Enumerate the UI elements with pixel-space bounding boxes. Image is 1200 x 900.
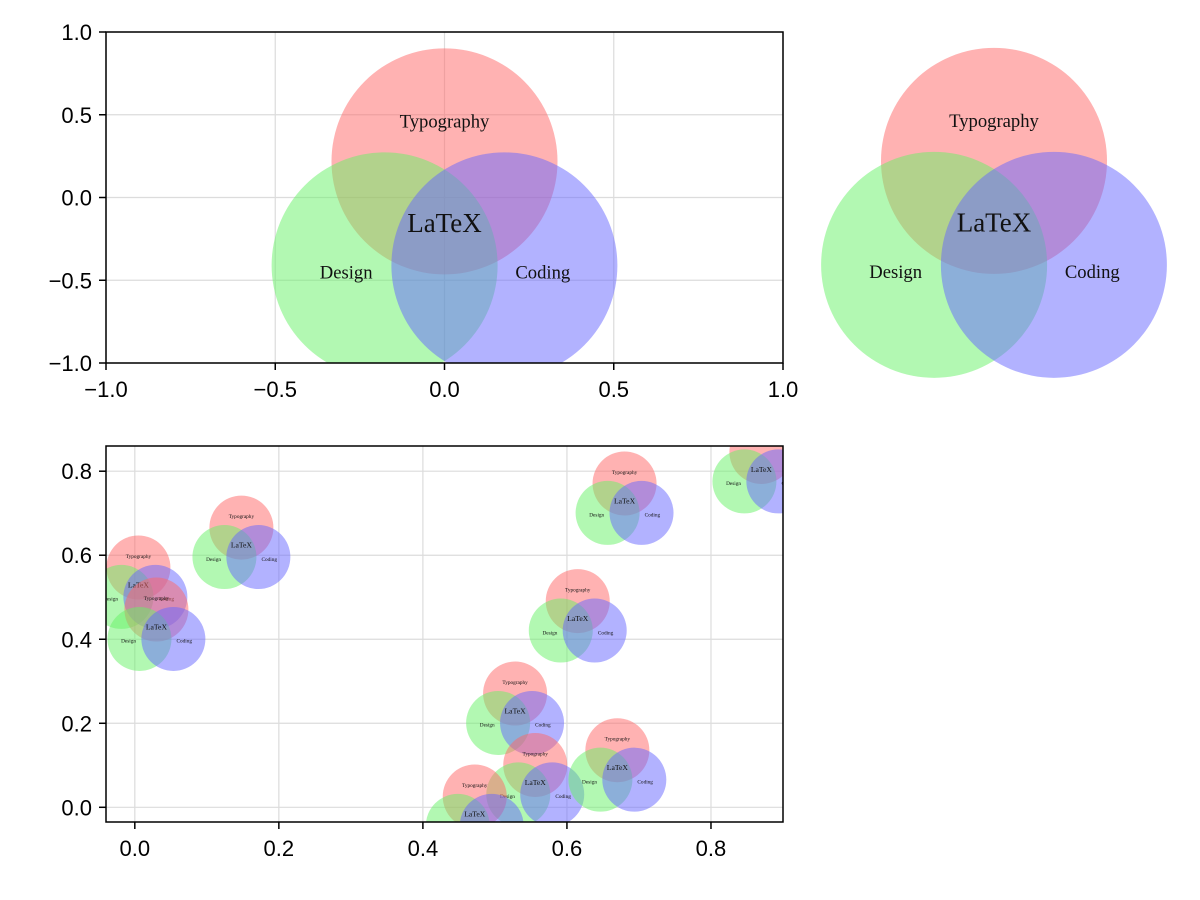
venn-label-top: Typography [126,554,152,560]
venn-label-right: Coding [176,639,192,645]
venn-marker: Typography Design Coding LaTeX [528,569,627,663]
venn-right-circle [520,762,585,822]
venn-right-circle [746,449,783,514]
venn-label-left: Design [103,597,118,603]
x-tick-label: −1.0 [84,377,127,402]
venn-label-left: Design [869,262,922,283]
venn-label-center: LaTeX [464,809,486,818]
venn-label-left: Design [500,794,515,800]
x-tick-label: 0.5 [598,377,629,402]
venn-marker: Typography Design Coding LaTeX [575,451,674,545]
venn-marker: Typography Design Coding LaTeX [426,764,524,832]
venn-marker: Typography Design Coding LaTeX [712,438,797,514]
bottom-frame [105,445,784,823]
venn-label-center: LaTeX [567,614,589,623]
venn-label-top: Typography [400,111,490,132]
top-right-plot-area: Typography Design Coding LaTeX [821,47,1167,378]
venn-label-center: LaTeX [407,208,482,238]
y-tick-label: 1.0 [61,20,92,45]
top-left-axis-ticks: −1.0 −0.5 0.0 0.5 1.0 −1.0 −0.5 0.0 0.5 1.0 [49,20,799,402]
y-tick-label: 0.5 [61,103,92,128]
venn-label-left: Design [582,779,597,785]
venn-label-right: Coding [555,794,571,800]
venn-label-top: Typography [502,680,528,686]
venn-label-left: Design [542,630,557,636]
top-right-chart: Typography Design Coding LaTeX [821,47,1167,378]
venn-label-right: Coding [645,513,661,519]
venn-label-left: Design [121,639,136,645]
y-tick-label: 0.0 [61,795,92,820]
venn-label-top: Typography [229,514,255,520]
venn-label-center: LaTeX [607,763,629,772]
venn-label-center: LaTeX [146,622,168,631]
bottom-grid [106,446,783,822]
y-tick-label: 0.0 [61,186,92,211]
venn-label-right: Coding [495,826,511,832]
venn-label-top: Typography [612,470,638,476]
venn-label-center: LaTeX [614,496,636,505]
x-tick-label: 0.2 [264,836,295,861]
bottom-axis-ticks: 0.0 0.2 0.4 0.6 0.8 0.0 0.2 0.4 0.6 0.8 [61,459,726,861]
y-tick-label: −1.0 [49,351,92,376]
venn-right-circle [562,598,627,663]
venn-right-circle [226,525,291,590]
bottom-plot-area: Typography Design Coding LaTeX Typography Des… [103,438,797,832]
y-tick-label: 0.4 [61,627,92,652]
venn-marker: Typography Design Coding LaTeX [271,48,618,363]
venn-right-circle [141,606,206,671]
x-tick-label: −0.5 [254,377,297,402]
venn-label-right: Coding [261,557,277,563]
venn-label-left: Design [206,557,221,563]
venn-label-top: Typography [565,587,591,593]
venn-marker: Typography Design Coding LaTeX [192,495,291,590]
y-tick-label: 0.8 [61,459,92,484]
venn-label-top: Typography [144,596,170,602]
venn-label-right: Coding [535,723,551,729]
x-tick-label: 0.8 [696,836,727,861]
x-tick-label: 0.0 [120,836,151,861]
venn-right-circle [391,152,618,363]
venn-label-left: Design [439,826,454,832]
x-tick-label: 0.6 [552,836,583,861]
venn-label-center: LaTeX [505,707,527,716]
top-left-chart: Typography Design Coding LaTeX −1.0 −0.5 0.0 0… [49,20,799,402]
venn-label-center: LaTeX [525,778,547,787]
venn-label-right: Coding [515,263,570,284]
venn-label-left: Design [589,513,604,519]
top-left-plot-area: Typography Design Coding LaTeX [271,48,618,363]
venn-marker: Typography Design Coding LaTeX [568,718,667,812]
venn-label-center: LaTeX [231,541,253,550]
venn-label-left: Design [320,263,373,284]
venn-label-left: Design [480,723,495,729]
venn-label-right: Coding [1065,262,1120,283]
venn-label-top: Typography [749,438,775,444]
venn-label-right: Coding [637,779,653,785]
y-tick-label: −0.5 [49,268,92,293]
venn-label-right: Coding [598,630,614,636]
venn-right-circle [602,747,667,812]
venn-label-top: Typography [605,737,631,743]
venn-right-circle [940,151,1167,378]
venn-label-center: LaTeX [751,465,773,474]
x-tick-label: 0.4 [408,836,439,861]
bottom-chart: Typography Design Coding LaTeX Typography Des… [61,438,797,861]
venn-label-left: Design [726,481,741,487]
y-tick-label: 0.2 [61,711,92,736]
venn-right-circle [459,793,524,822]
venn-label-center: LaTeX [957,208,1032,238]
venn-label-top: Typography [523,751,549,757]
venn-label-right: Coding [781,481,797,487]
x-tick-label: 1.0 [768,377,799,402]
y-tick-label: 0.6 [61,543,92,568]
venn-right-circle [609,480,674,545]
venn-label-top: Typography [462,783,488,789]
venn-marker: Typography Design Coding LaTeX [821,47,1167,378]
venn-marker: Typography Design Coding LaTeX [107,577,206,671]
x-tick-label: 0.0 [429,377,460,402]
venn-label-top: Typography [949,111,1039,132]
